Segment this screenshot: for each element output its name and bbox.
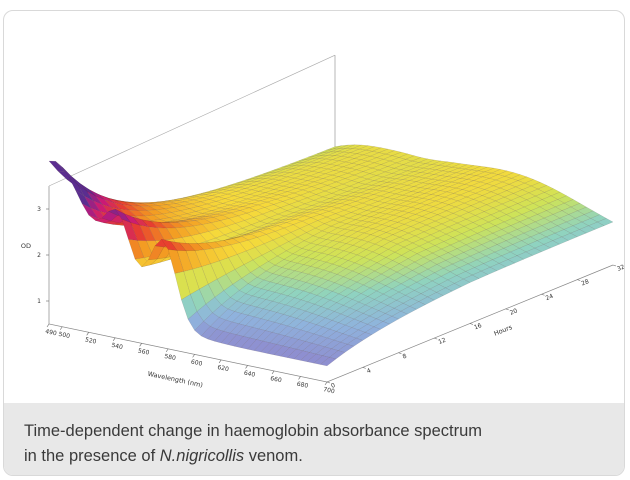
x-tick-label: 580 [164, 353, 177, 362]
surface-front-curtain [287, 358, 294, 375]
surface-front-curtain [221, 343, 228, 361]
surface-front-curtain [56, 161, 63, 326]
surface-front-curtain [261, 352, 268, 370]
y-axis-label: Hours [493, 323, 514, 338]
x-tick-mark [165, 348, 169, 353]
axis-frame-top-edge [48, 54, 336, 187]
caption-line-2-suffix: venom. [244, 447, 303, 465]
x-tick-mark [245, 365, 248, 369]
surface-front-curtain [62, 167, 69, 328]
x-tick-mark [86, 332, 89, 336]
y-tick-mark [505, 308, 509, 311]
surface-patch [382, 316, 399, 325]
surface-patch [480, 267, 498, 275]
surface-front-curtain [307, 362, 314, 379]
x-tick-mark [324, 381, 328, 386]
surface-front-curtain [248, 349, 255, 367]
surface-patch [364, 326, 382, 335]
y-tick-label: 8 [402, 353, 408, 361]
caption-line-2: in the presence of N.nigricollis venom. [24, 444, 624, 469]
caption-line-1: Time-dependent change in haemoglobin abs… [24, 422, 483, 440]
surface-front-curtain [201, 336, 208, 357]
surface-front-curtain [109, 209, 116, 338]
x-tick-label: 600 [190, 358, 203, 367]
surface-front-curtain [142, 260, 149, 345]
y-tick-label: 24 [545, 293, 555, 302]
x-tick-label: 490 [45, 328, 58, 337]
surface-front-curtain [75, 190, 82, 331]
x-tick-label: 500 [58, 331, 71, 340]
x-tick-label: 640 [243, 370, 256, 379]
surface-front-curtain [95, 218, 102, 335]
x-tick-label: 620 [217, 364, 230, 373]
surface-front-curtain [89, 215, 96, 334]
x-tick-label: 680 [296, 381, 309, 390]
y-tick-label: 0 [330, 382, 336, 390]
surface-front-curtain [122, 219, 129, 340]
y-tick-mark [434, 337, 438, 340]
surface-front-curtain [208, 339, 215, 358]
surface-front-curtain [254, 351, 261, 369]
y-tick-label: 28 [580, 278, 590, 287]
surface-front-curtain [301, 360, 308, 377]
surface-patch [489, 263, 507, 271]
y-tick-mark [541, 293, 545, 296]
surface-front-curtain [320, 365, 327, 382]
surface-front-curtain [228, 345, 235, 363]
caption-line-2-prefix: in the presence of [24, 447, 160, 465]
z-tick-label: 2 [37, 252, 41, 259]
surface-front-curtain [135, 259, 142, 343]
y-tick-mark [362, 367, 366, 369]
x-tick-label: 660 [270, 375, 283, 384]
z-axis-label: OD [21, 242, 31, 250]
x-tick-mark [46, 323, 50, 328]
x-tick-label: 540 [111, 342, 124, 351]
x-tick-mark [192, 354, 195, 358]
surface-front-curtain [267, 353, 274, 371]
y-tick-mark [577, 279, 581, 281]
y-tick-mark [612, 264, 617, 267]
surface-front-curtain [274, 355, 281, 372]
y-tick-label: 32 [616, 263, 625, 272]
z-tick-label: 1 [37, 298, 41, 305]
surface-front-curtain [82, 204, 89, 332]
x-axis-label: Wavelength (nm) [147, 370, 204, 390]
surface-front-curtain [69, 177, 76, 329]
figure-caption: Time-dependent change in haemoglobin abs… [4, 403, 624, 475]
surface-patch [355, 332, 373, 341]
x-tick-label: 520 [84, 336, 97, 345]
x-tick-mark [139, 343, 142, 347]
y-tick-label: 16 [473, 322, 483, 331]
x-tick-mark [112, 337, 116, 341]
surface-front-curtain [234, 346, 241, 364]
surface-front-curtain [241, 348, 248, 366]
y-tick-mark [326, 381, 331, 384]
surface-front-curtain [102, 211, 109, 336]
x-tick-mark [218, 359, 222, 364]
x-tick-label: 700 [323, 386, 336, 395]
x-tick-mark [271, 370, 275, 375]
surface-patch [319, 357, 337, 367]
surface-front-curtain [214, 341, 221, 360]
surface-front-curtain [115, 209, 122, 339]
y-tick-mark [398, 352, 402, 355]
caption-species: N.nigricollis [159, 447, 245, 465]
x-tick-mark [59, 326, 63, 330]
y-tick-mark [469, 323, 474, 325]
figure-card: 490 500 520 540 560 580 600 620 640 660 680 700 0 4 8 1… [3, 10, 625, 476]
y-tick-label: 12 [437, 337, 447, 346]
z-tick-label: 3 [37, 206, 41, 213]
x-tick-mark [298, 376, 301, 380]
surface-front-curtain [294, 359, 301, 376]
surface-front-curtain [281, 356, 288, 373]
y-tick-label: 20 [509, 307, 519, 316]
x-tick-label: 560 [137, 347, 150, 356]
surface-plot: 490 500 520 540 560 580 600 620 640 660 680 700 0 4 8 1… [4, 11, 625, 403]
surface-front-curtain [314, 363, 321, 380]
y-tick-label: 4 [366, 367, 372, 375]
